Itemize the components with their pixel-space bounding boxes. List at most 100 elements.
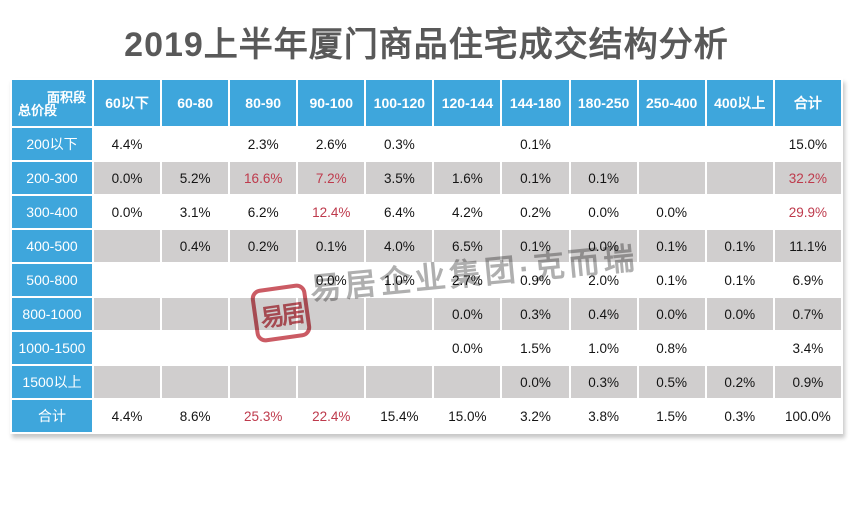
table-cell: 0.1% [570, 162, 637, 194]
column-header: 80-90 [230, 80, 297, 126]
table-cell [162, 332, 229, 364]
table-cell [434, 366, 501, 398]
structure-table: 面积段 总价段 60以下 60-80 80-90 90-100 100-120 120-1… [10, 78, 843, 434]
table-cell: 4.4% [94, 128, 161, 160]
table-cell [94, 298, 161, 330]
table-cell: 0.0% [638, 196, 705, 228]
table-cell [94, 264, 161, 296]
column-header: 100-120 [366, 80, 433, 126]
table-cell: 3.1% [162, 196, 229, 228]
table-cell [94, 230, 161, 262]
table-body: 200以下 4.4% 2.3% 2.6% 0.3% 0.1% 15.0% 200-300 0.0… [12, 128, 841, 432]
table-cell: 0.1% [706, 264, 773, 296]
table-container: 面积段 总价段 60以下 60-80 80-90 90-100 100-120 120-1… [10, 78, 843, 434]
table-cell: 6.9% [774, 264, 841, 296]
column-header: 60-80 [162, 80, 229, 126]
table-row: 1000-1500 0.0% 1.5% 1.0% 0.8% 3.4% [12, 332, 841, 364]
column-header: 120-144 [434, 80, 501, 126]
table-cell: 16.6% [230, 162, 297, 194]
table-cell: 0.0% [434, 332, 501, 364]
table-row: 800-1000 0.0% 0.3% 0.4% 0.0% 0.0% 0.7% [12, 298, 841, 330]
table-row: 400-500 0.4% 0.2% 0.1% 4.0% 6.5% 0.1% 0.0% 0.1% 0… [12, 230, 841, 262]
table-cell: 1.0% [570, 332, 637, 364]
table-cell: 0.4% [162, 230, 229, 262]
table-cell: 0.1% [502, 230, 569, 262]
table-cell [366, 298, 433, 330]
table-cell: 0.0% [298, 264, 365, 296]
table-cell: 0.1% [638, 230, 705, 262]
table-cell: 0.2% [230, 230, 297, 262]
table-cell [638, 128, 705, 160]
page-title: 2019上半年厦门商品住宅成交结构分析 [124, 26, 729, 64]
table-cell: 0.0% [502, 366, 569, 398]
table-cell: 0.1% [298, 230, 365, 262]
table-cell: 0.3% [570, 366, 637, 398]
table-cell [94, 366, 161, 398]
column-header: 144-180 [502, 80, 569, 126]
table-cell: 0.9% [774, 366, 841, 398]
table-cell: 3.4% [774, 332, 841, 364]
table-cell: 0.2% [502, 196, 569, 228]
row-header: 400-500 [12, 230, 92, 262]
table-cell: 4.4% [94, 400, 161, 432]
table-cell: 0.3% [366, 128, 433, 160]
table-cell: 0.9% [502, 264, 569, 296]
corner-row-axis-label: 总价段 [18, 103, 58, 118]
table-cell: 0.1% [502, 162, 569, 194]
table-cell: 1.5% [502, 332, 569, 364]
table-cell: 0.0% [94, 196, 161, 228]
table-cell: 7.2% [298, 162, 365, 194]
table-cell [94, 332, 161, 364]
table-row: 300-400 0.0% 3.1% 6.2% 12.4% 6.4% 4.2% 0.2% 0.0%… [12, 196, 841, 228]
table-cell: 0.0% [570, 230, 637, 262]
table-cell [230, 366, 297, 398]
table-cell: 0.1% [502, 128, 569, 160]
row-header: 200以下 [12, 128, 92, 160]
table-cell: 0.2% [706, 366, 773, 398]
table-cell [298, 332, 365, 364]
table-cell: 15.0% [774, 128, 841, 160]
table-cell [298, 366, 365, 398]
table-cell: 0.0% [94, 162, 161, 194]
row-header: 500-800 [12, 264, 92, 296]
table-cell: 2.6% [298, 128, 365, 160]
table-cell [706, 162, 773, 194]
table-cell: 0.0% [570, 196, 637, 228]
table-cell: 15.4% [366, 400, 433, 432]
table-cell: 5.2% [162, 162, 229, 194]
table-cell: 3.2% [502, 400, 569, 432]
table-cell [162, 128, 229, 160]
table-cell: 1.5% [638, 400, 705, 432]
table-cell [706, 196, 773, 228]
table-cell [570, 128, 637, 160]
table-cell: 0.8% [638, 332, 705, 364]
table-cell [638, 162, 705, 194]
table-row: 1500以上 0.0% 0.3% 0.5% 0.2% 0.9% [12, 366, 841, 398]
table-cell: 32.2% [774, 162, 841, 194]
row-header: 1000-1500 [12, 332, 92, 364]
table-cell: 0.3% [502, 298, 569, 330]
corner-header: 面积段 总价段 [12, 80, 92, 126]
column-header: 60以下 [94, 80, 161, 126]
table-cell: 0.0% [434, 298, 501, 330]
table-cell [230, 264, 297, 296]
table-cell: 25.3% [230, 400, 297, 432]
table-cell: 6.5% [434, 230, 501, 262]
table-row: 500-800 0.0% 1.0% 2.7% 0.9% 2.0% 0.1% 0.1% 6.9% [12, 264, 841, 296]
table-cell [298, 298, 365, 330]
table-cell: 4.2% [434, 196, 501, 228]
row-header: 300-400 [12, 196, 92, 228]
header-row: 面积段 总价段 60以下 60-80 80-90 90-100 100-120 120-1… [12, 80, 841, 126]
table-cell: 1.6% [434, 162, 501, 194]
table-cell: 100.0% [774, 400, 841, 432]
table-cell: 0.0% [638, 298, 705, 330]
column-header: 90-100 [298, 80, 365, 126]
table-cell [706, 332, 773, 364]
table-cell: 3.8% [570, 400, 637, 432]
table-cell: 22.4% [298, 400, 365, 432]
column-header: 400以上 [706, 80, 773, 126]
column-header: 250-400 [638, 80, 705, 126]
table-cell [162, 298, 229, 330]
table-cell: 11.1% [774, 230, 841, 262]
table-cell [434, 128, 501, 160]
